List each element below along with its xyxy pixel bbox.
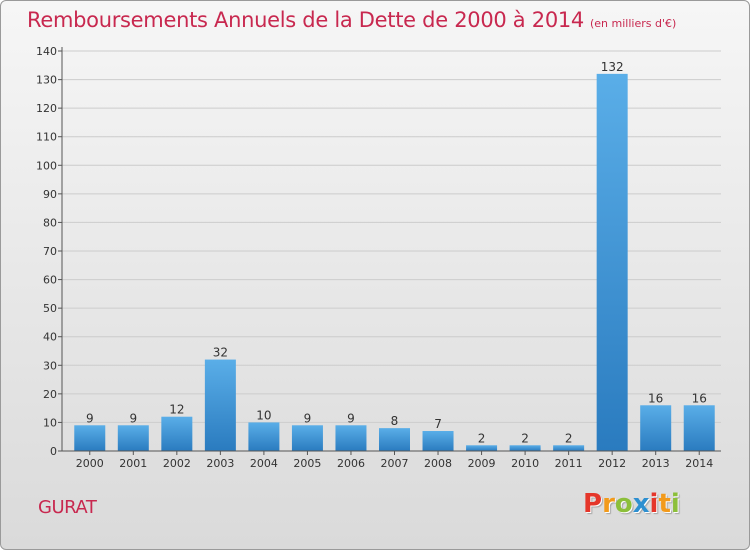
y-tick-label: 140 [36, 45, 57, 58]
data-label: 2 [521, 431, 529, 445]
y-tick-label: 130 [36, 74, 57, 87]
logo-letter: o [614, 489, 633, 519]
y-tick-label: 110 [36, 131, 57, 144]
bar [74, 425, 106, 451]
bar [509, 445, 541, 451]
bar [379, 428, 410, 451]
data-label: 32 [213, 346, 228, 360]
x-tick-label: 2004 [250, 457, 278, 470]
logo-letter: P [583, 489, 603, 519]
chart-title-text: Remboursements Annuels de la Dette de 20… [27, 8, 584, 32]
data-label: 132 [601, 60, 624, 74]
bars: 9 9 12 32 10 9 9 8 7 2 2 2 132 16 16 [74, 60, 715, 451]
logo-letter: x [632, 489, 650, 519]
x-tick-label: 2002 [163, 457, 191, 470]
chart-subtitle: (en milliers d'€) [590, 17, 677, 30]
y-tick-label: 120 [36, 102, 57, 115]
bar [683, 405, 715, 451]
y-tick-label: 50 [43, 302, 57, 315]
bar [466, 445, 498, 451]
bar [640, 405, 672, 451]
y-tick-label: 90 [43, 188, 57, 201]
logo-letter: t [658, 489, 671, 519]
proxiti-logo: Proxiti [583, 489, 680, 519]
chart-title: Remboursements Annuels de la Dette de 20… [27, 8, 676, 32]
data-label: 9 [86, 411, 94, 425]
y-tick-label: 100 [36, 159, 57, 172]
y-tick-label: 60 [43, 274, 57, 287]
x-tick-label: 2009 [468, 457, 496, 470]
x-tick-label: 2014 [685, 457, 713, 470]
bar [161, 416, 193, 451]
logo-letter: r [602, 489, 615, 519]
x-tick-label: 2001 [119, 457, 147, 470]
x-tick-label: 2005 [293, 457, 321, 470]
data-label: 10 [256, 408, 271, 422]
bar [596, 73, 628, 451]
axes: 0 10 20 30 40 50 60 70 80 90 100 110 120 130 140 2000 20… [36, 45, 721, 470]
x-tick-label: 2012 [598, 457, 626, 470]
bar [248, 422, 280, 451]
y-tick-label: 80 [43, 216, 57, 229]
bar [204, 359, 236, 451]
data-label: 9 [304, 411, 312, 425]
x-tick-label: 2008 [424, 457, 452, 470]
logo-letter: i [670, 489, 680, 519]
bar [335, 425, 367, 451]
bar [117, 425, 149, 451]
y-tick-label: 30 [43, 359, 57, 372]
x-tick-label: 2006 [337, 457, 365, 470]
y-tick-label: 10 [43, 416, 57, 429]
data-label: 12 [169, 403, 184, 417]
commune-name: GURAT [38, 497, 97, 518]
data-label: 16 [648, 391, 663, 405]
x-tick-label: 2003 [206, 457, 234, 470]
logo-letter: i [649, 489, 659, 519]
data-label: 7 [434, 417, 442, 431]
bar [291, 425, 323, 451]
data-label: 9 [129, 411, 137, 425]
data-label: 2 [478, 431, 486, 445]
data-label: 8 [391, 414, 399, 428]
data-label: 9 [347, 411, 355, 425]
y-tick-label: 0 [50, 445, 57, 458]
x-tick-label: 2000 [76, 457, 104, 470]
y-tick-label: 20 [43, 388, 57, 401]
data-label: 16 [692, 391, 707, 405]
bar [422, 431, 454, 451]
bar [553, 445, 585, 451]
x-tick-label: 2011 [555, 457, 583, 470]
x-tick-label: 2013 [642, 457, 670, 470]
y-tick-label: 40 [43, 331, 57, 344]
x-tick-label: 2007 [381, 457, 409, 470]
x-tick-label: 2010 [511, 457, 539, 470]
data-label: 2 [565, 431, 573, 445]
y-tick-label: 70 [43, 245, 57, 258]
